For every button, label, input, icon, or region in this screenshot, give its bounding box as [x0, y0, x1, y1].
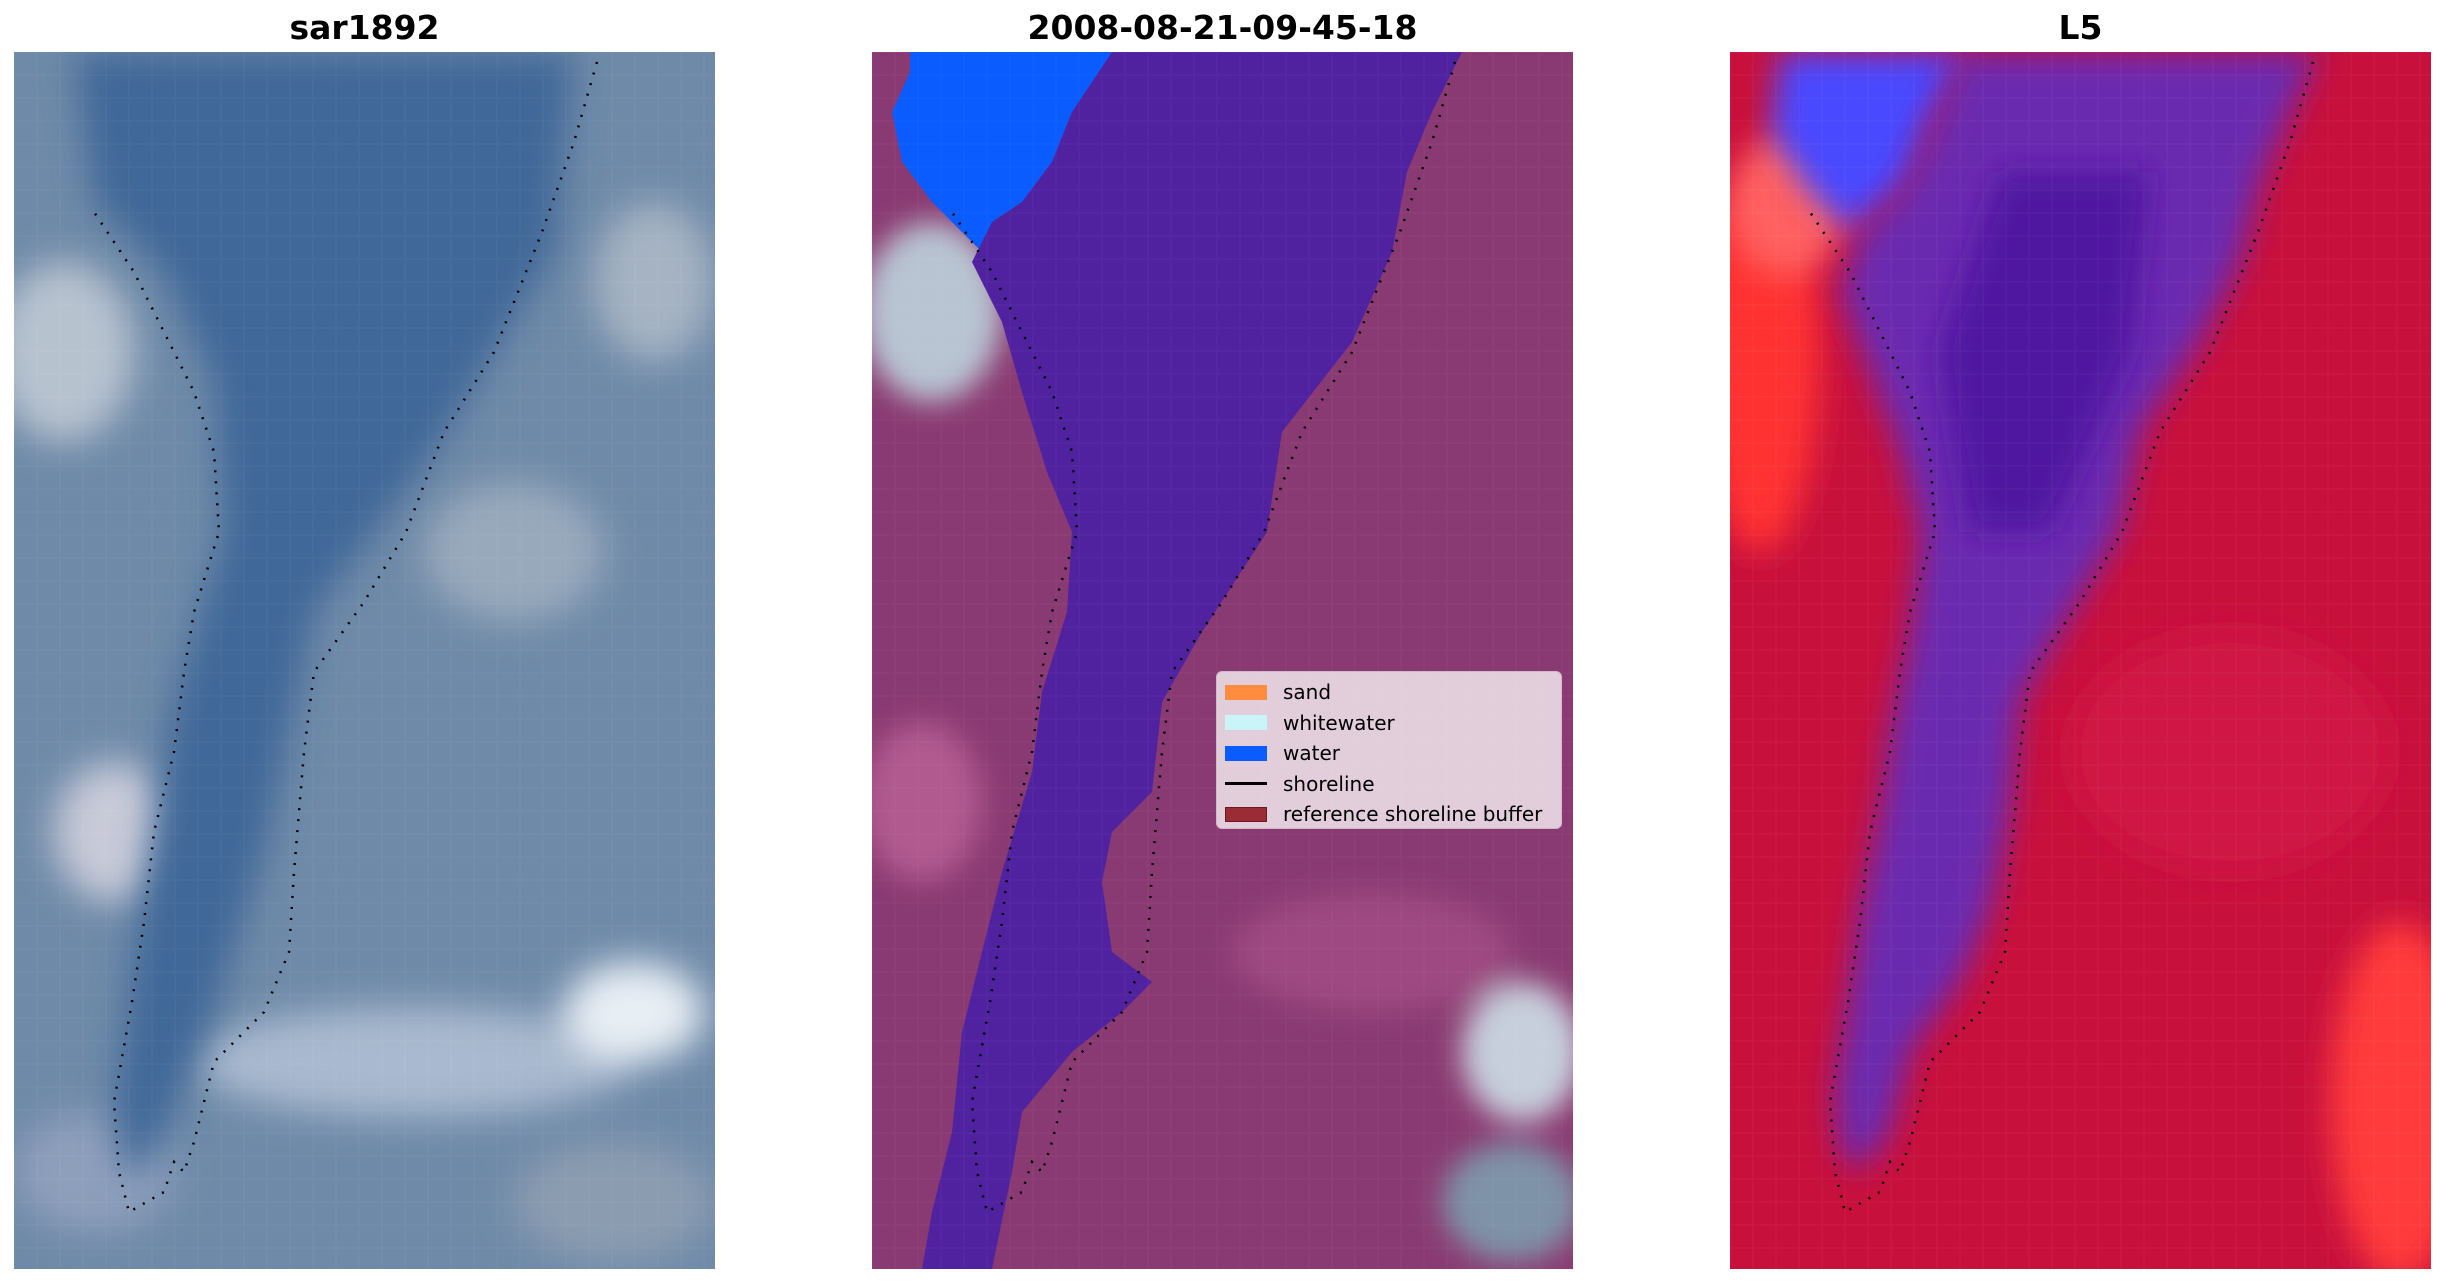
index-image [1730, 52, 2431, 1269]
legend-line-shoreline [1225, 782, 1267, 786]
rgb-image [14, 52, 715, 1269]
classified-image [872, 52, 1573, 1269]
legend-swatch-reference-buffer [1225, 806, 1267, 822]
shoreline-dots-1 [92, 61, 599, 1214]
shoreline-dots-3 [1808, 61, 2315, 1214]
legend-label-water: water [1283, 741, 1340, 766]
legend-swatch-sand [1225, 684, 1267, 700]
legend-label-reference-buffer: reference shoreline buffer [1283, 802, 1543, 827]
rgb-image-panel [14, 52, 715, 1269]
panel-title-2: 2008-08-21-09-45-18 [1027, 8, 1418, 47]
legend-label-whitewater: whitewater [1283, 710, 1395, 735]
panel-title-3: L5 [2058, 8, 2103, 47]
classified-image-panel [872, 52, 1573, 1269]
legend-item-whitewater: whitewater [1225, 708, 1553, 739]
legend-label-sand: sand [1283, 680, 1332, 705]
legend: sand whitewater water shoreline referenc… [1216, 671, 1562, 829]
legend-swatch-whitewater [1225, 715, 1267, 731]
panel-title-1: sar1892 [289, 8, 440, 47]
shoreline-dots-2 [950, 61, 1457, 1214]
legend-label-shoreline: shoreline [1283, 771, 1375, 796]
legend-item-sand: sand [1225, 677, 1553, 708]
legend-item-water: water [1225, 738, 1553, 769]
legend-item-shoreline: shoreline [1225, 769, 1553, 800]
legend-item-reference-shoreline-buffer: reference shoreline buffer [1225, 799, 1553, 830]
index-image-panel [1730, 52, 2431, 1269]
legend-swatch-water [1225, 745, 1267, 761]
